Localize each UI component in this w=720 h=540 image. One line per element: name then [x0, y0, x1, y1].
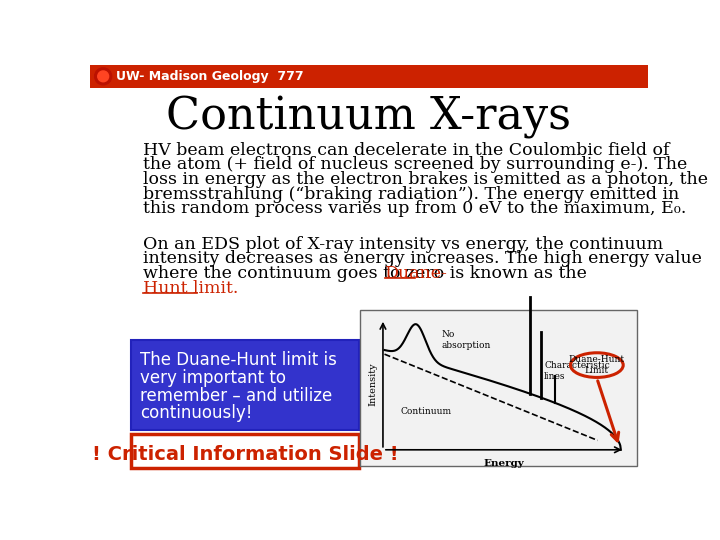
Text: loss in energy as the electron brakes is emitted as a photon, the: loss in energy as the electron brakes is…: [143, 171, 708, 188]
Circle shape: [94, 68, 112, 85]
FancyBboxPatch shape: [361, 310, 637, 466]
Text: Hunt limit.: Hunt limit.: [143, 280, 238, 296]
Text: Continuum: Continuum: [400, 408, 451, 416]
Text: No
absorption: No absorption: [441, 330, 490, 350]
Text: very important to: very important to: [140, 369, 287, 387]
Text: Duane-: Duane-: [385, 265, 448, 282]
Text: UW- Madison Geology  777: UW- Madison Geology 777: [117, 70, 304, 83]
Text: HV beam electrons can decelerate in the Coulombic field of: HV beam electrons can decelerate in the …: [143, 142, 669, 159]
FancyBboxPatch shape: [131, 434, 359, 468]
Text: Continuum X-rays: Continuum X-rays: [166, 96, 572, 139]
Text: this random process varies up from 0 eV to the maximum, E₀.: this random process varies up from 0 eV …: [143, 200, 686, 217]
Text: ! Critical Information Slide !: ! Critical Information Slide !: [91, 445, 398, 464]
Circle shape: [98, 71, 109, 82]
Text: The Duane-Hunt limit is: The Duane-Hunt limit is: [140, 351, 337, 369]
Text: On an EDS plot of X-ray intensity vs energy, the continuum: On an EDS plot of X-ray intensity vs ene…: [143, 236, 663, 253]
Text: where the continuum goes to zero is known as the: where the continuum goes to zero is know…: [143, 265, 592, 282]
Text: the atom (+ field of nucleus screened by surrounding e-). The: the atom (+ field of nucleus screened by…: [143, 157, 687, 173]
Text: Energy: Energy: [483, 459, 524, 468]
FancyBboxPatch shape: [90, 65, 648, 88]
Text: Duane-Hunt
Limit: Duane-Hunt Limit: [569, 355, 625, 375]
Text: intensity decreases as energy increases. The high energy value: intensity decreases as energy increases.…: [143, 251, 701, 267]
Text: Characteristic
lines: Characteristic lines: [544, 361, 610, 381]
Text: remember – and utilize: remember – and utilize: [140, 387, 333, 404]
FancyBboxPatch shape: [131, 340, 359, 430]
Text: Intensity: Intensity: [369, 362, 377, 406]
Text: bremsstrahlung (“braking radiation”). The energy emitted in: bremsstrahlung (“braking radiation”). Th…: [143, 186, 679, 202]
Text: continuously!: continuously!: [140, 404, 253, 422]
